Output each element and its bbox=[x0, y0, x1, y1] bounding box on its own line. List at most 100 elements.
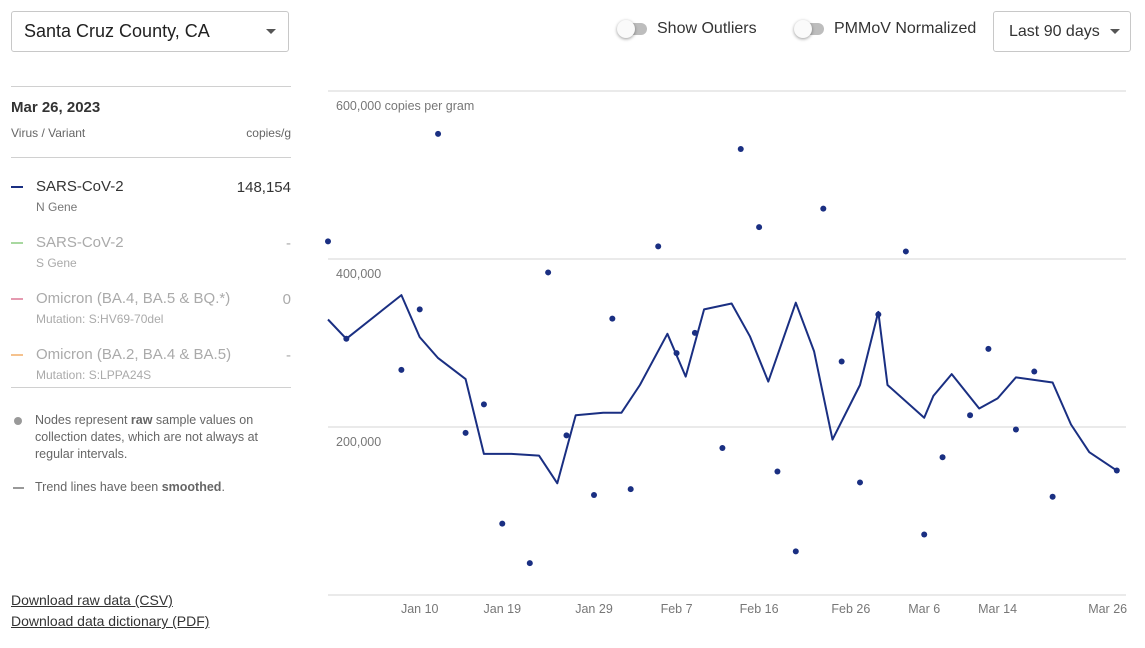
sample-point bbox=[480, 401, 487, 408]
variant-sub: Mutation: S:HV69-70del bbox=[36, 312, 164, 326]
x-tick-label: Feb 16 bbox=[740, 602, 779, 616]
y-tick-label: 600,000 copies per gram bbox=[336, 99, 474, 113]
sample-point bbox=[985, 345, 992, 352]
download-csv-link[interactable]: Download raw data (CSV) bbox=[11, 592, 173, 608]
variant-value: 0 bbox=[282, 291, 291, 308]
x-tick-label: Mar 26 bbox=[1088, 602, 1127, 616]
sample-point bbox=[691, 329, 698, 336]
x-tick-label: Jan 29 bbox=[575, 602, 613, 616]
county-select-label: Santa Cruz County, CA bbox=[24, 21, 210, 41]
download-links: Download raw data (CSV) Download data di… bbox=[11, 590, 209, 632]
sample-point bbox=[921, 531, 928, 538]
toggle-switch-icon bbox=[617, 20, 647, 38]
note-text: . bbox=[221, 480, 225, 494]
series-swatch bbox=[11, 186, 23, 188]
selected-date: Mar 26, 2023 bbox=[11, 99, 101, 116]
series-swatch bbox=[11, 242, 23, 244]
date-range-label: Last 90 days bbox=[1009, 22, 1100, 40]
virus-variant-header: Virus / Variant bbox=[11, 126, 86, 140]
variant-sub: Mutation: S:LPPA24S bbox=[36, 368, 152, 382]
download-pdf-link[interactable]: Download data dictionary (PDF) bbox=[11, 613, 210, 629]
sample-point bbox=[902, 248, 909, 255]
chevron-down-icon bbox=[1110, 29, 1120, 34]
divider bbox=[11, 387, 291, 388]
line-icon bbox=[13, 487, 24, 489]
sample-point bbox=[774, 468, 781, 475]
sample-point bbox=[499, 520, 506, 527]
legend-panel: Mar 26, 2023 Virus / Variant copies/g SA… bbox=[11, 86, 291, 496]
pmmov-normalized-toggle[interactable]: PMMoV Normalized bbox=[794, 20, 977, 38]
sample-point bbox=[435, 130, 442, 137]
show-outliers-toggle[interactable]: Show Outliers bbox=[617, 20, 757, 38]
sample-point bbox=[1113, 467, 1120, 474]
variant-sub: S Gene bbox=[36, 256, 77, 270]
sample-point bbox=[792, 548, 799, 555]
legend-row-sars-cov-2-n-gene[interactable]: SARS-CoV-2 N Gene 148,154 bbox=[11, 174, 291, 230]
sample-point bbox=[343, 335, 350, 342]
column-headers: Virus / Variant copies/g bbox=[11, 126, 291, 140]
sample-point bbox=[1031, 368, 1038, 375]
sample-point bbox=[627, 486, 634, 493]
sample-point bbox=[416, 306, 423, 313]
sample-point bbox=[838, 358, 845, 365]
x-tick-label: Feb 26 bbox=[831, 602, 870, 616]
sample-point bbox=[820, 205, 827, 212]
sample-point bbox=[526, 560, 533, 567]
sample-point bbox=[563, 432, 570, 439]
divider bbox=[11, 86, 291, 87]
sample-point bbox=[462, 429, 469, 436]
sample-point bbox=[545, 269, 552, 276]
variant-name: Omicron (BA.2, BA.4 & BA.5) bbox=[36, 346, 232, 363]
x-tick-label: Mar 14 bbox=[978, 602, 1017, 616]
date-range-select[interactable]: Last 90 days bbox=[993, 11, 1131, 52]
sample-point bbox=[967, 412, 974, 419]
x-tick-label: Jan 19 bbox=[484, 602, 522, 616]
x-tick-label: Feb 7 bbox=[661, 602, 693, 616]
note-text: Nodes represent bbox=[35, 413, 131, 427]
note-bold: raw bbox=[130, 413, 153, 427]
sample-point bbox=[719, 445, 726, 451]
sample-point bbox=[655, 243, 662, 250]
sample-point bbox=[325, 238, 331, 245]
pmmov-normalized-label: PMMoV Normalized bbox=[834, 20, 977, 37]
note-text: Trend lines have been bbox=[35, 480, 162, 494]
sample-point bbox=[857, 479, 863, 486]
variant-sub: N Gene bbox=[36, 200, 78, 214]
legend-row-omicron-hv69[interactable]: Omicron (BA.4, BA.5 & BQ.*) Mutation: S:… bbox=[11, 286, 291, 342]
sample-point bbox=[737, 145, 744, 152]
variant-name: Omicron (BA.4, BA.5 & BQ.*) bbox=[36, 290, 231, 307]
variant-value: - bbox=[286, 235, 291, 252]
legend-row-omicron-lppa24s[interactable]: Omicron (BA.2, BA.4 & BA.5) Mutation: S:… bbox=[11, 342, 291, 398]
chevron-down-icon bbox=[266, 29, 276, 34]
dot-icon bbox=[14, 417, 22, 425]
show-outliers-label: Show Outliers bbox=[657, 20, 757, 37]
sample-point bbox=[875, 311, 882, 318]
sample-point bbox=[398, 366, 405, 373]
variant-value: - bbox=[286, 347, 291, 364]
variant-value: 148,154 bbox=[236, 179, 291, 196]
series-swatch bbox=[11, 298, 23, 300]
trend-line bbox=[327, 294, 1118, 485]
divider bbox=[11, 157, 291, 158]
x-tick-label: Jan 10 bbox=[401, 602, 439, 616]
sample-point bbox=[1049, 493, 1056, 500]
sample-point bbox=[939, 454, 946, 461]
sample-point bbox=[756, 224, 763, 231]
sample-point bbox=[609, 315, 616, 322]
nodes-note: Nodes represent raw sample values on col… bbox=[11, 412, 291, 463]
series-swatch bbox=[11, 354, 23, 356]
note-text: sample values on collection dates, which… bbox=[35, 413, 259, 461]
toggle-switch-icon bbox=[794, 20, 824, 38]
variant-name: SARS-CoV-2 bbox=[36, 234, 124, 251]
county-select[interactable]: Santa Cruz County, CA bbox=[11, 11, 289, 52]
legend-row-sars-cov-2-s-gene[interactable]: SARS-CoV-2 S Gene - bbox=[11, 230, 291, 286]
trend-note: Trend lines have been smoothed. bbox=[11, 479, 291, 496]
sample-point bbox=[1012, 426, 1019, 433]
variant-name: SARS-CoV-2 bbox=[36, 178, 124, 195]
sample-point bbox=[591, 492, 597, 499]
copies-per-gram-header: copies/g bbox=[246, 126, 291, 140]
y-tick-label: 400,000 bbox=[336, 267, 381, 281]
x-tick-label: Mar 6 bbox=[908, 602, 940, 616]
note-bold: smoothed bbox=[161, 480, 222, 494]
